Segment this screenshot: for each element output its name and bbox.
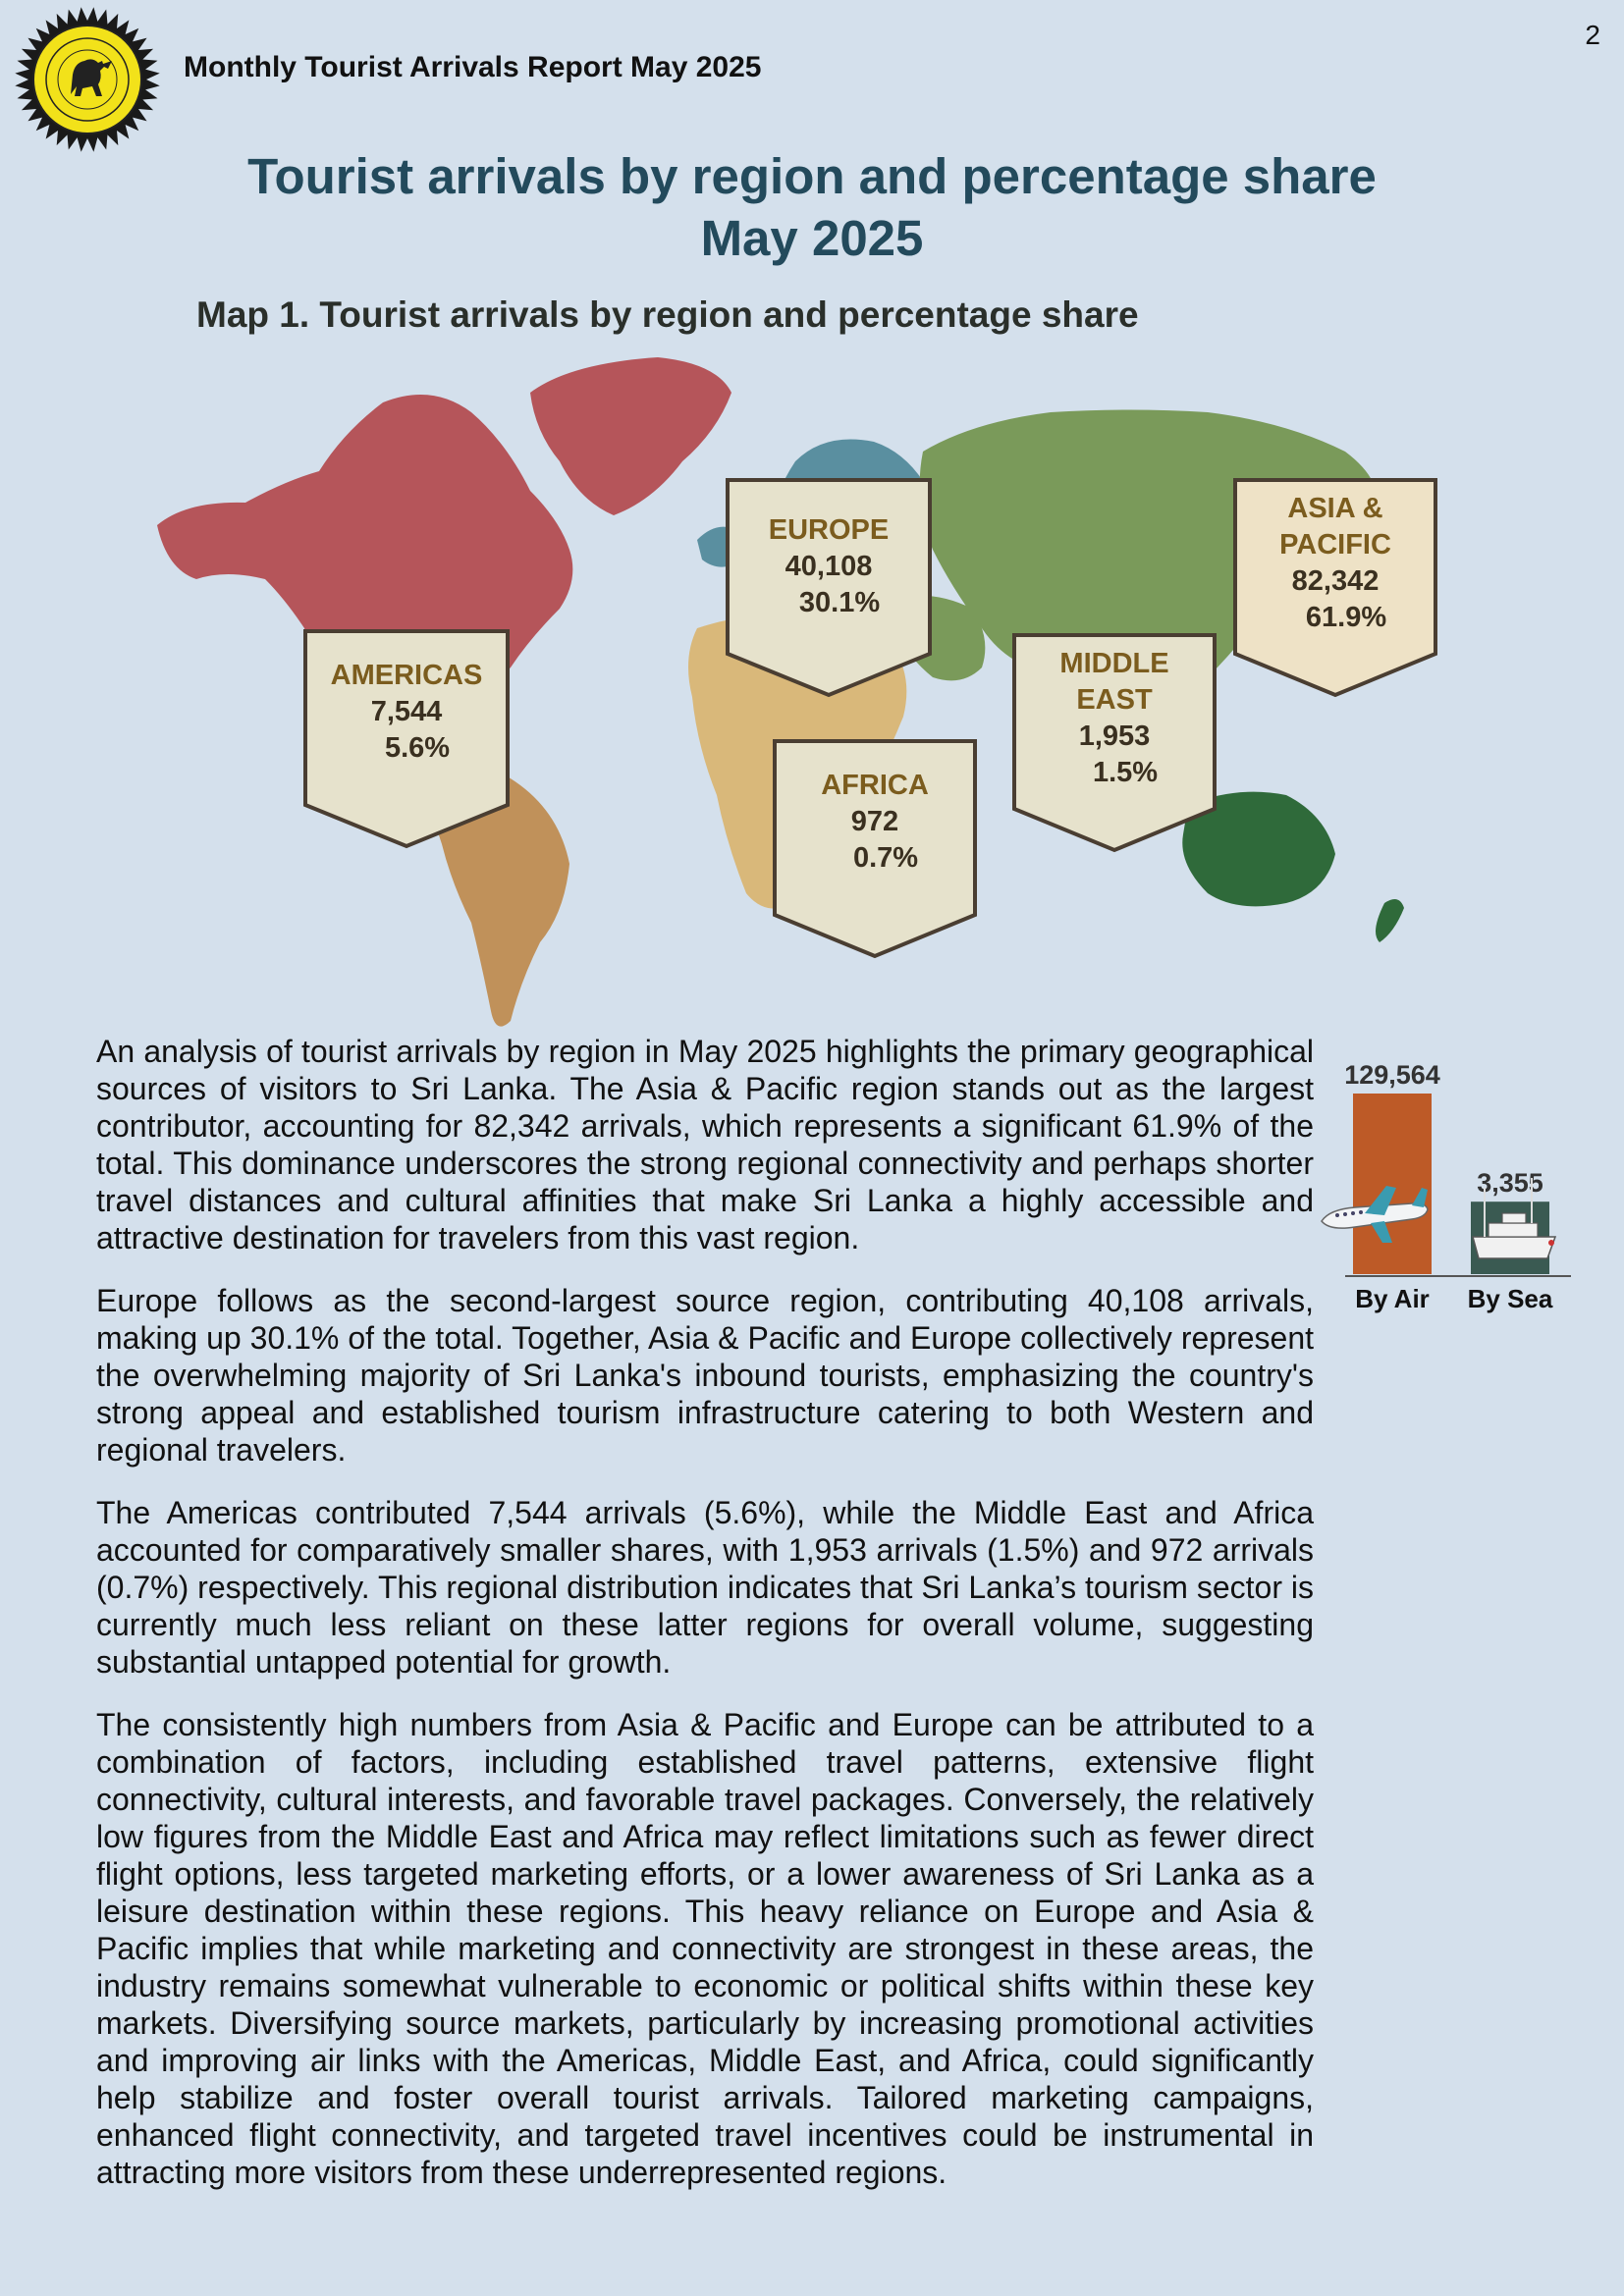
bar-value-label: 3,355 bbox=[1477, 1168, 1543, 1198]
region-label: AMERICAS 7,544 5.6% bbox=[302, 658, 511, 767]
analysis-text: An analysis of tourist arrivals by regio… bbox=[96, 1033, 1314, 2216]
page-title-line-1: Tourist arrivals by region and percentag… bbox=[247, 148, 1377, 204]
arrival-mode-chart: 129,564 By Air 3,355 By Sea bbox=[1321, 1060, 1571, 1313]
region-callout-africa: AFRICA 972 0.7% bbox=[772, 738, 978, 960]
paragraph-4: The consistently high numbers from Asia … bbox=[96, 1707, 1314, 2190]
region-arrivals: 972 bbox=[850, 806, 899, 837]
category-label: By Sea bbox=[1468, 1284, 1553, 1313]
region-callout-americas: AMERICAS 7,544 5.6% bbox=[302, 628, 511, 850]
region-name-line-2: PACIFIC bbox=[1279, 529, 1391, 561]
south-america-shape bbox=[434, 763, 569, 1027]
bar-by-air bbox=[1353, 1094, 1432, 1274]
airplane-icon bbox=[1321, 1186, 1429, 1243]
region-label: EUROPE 40,108 30.1% bbox=[725, 512, 933, 621]
bar-value-label: 129,564 bbox=[1344, 1060, 1440, 1090]
region-share: 5.6% bbox=[384, 732, 451, 764]
region-arrivals: 82,342 bbox=[1291, 565, 1380, 597]
region-arrivals: 1,953 bbox=[1078, 721, 1151, 752]
region-name: AMERICAS bbox=[330, 660, 483, 691]
paragraph-1: An analysis of tourist arrivals by regio… bbox=[96, 1034, 1314, 1255]
region-share: 61.9% bbox=[1305, 602, 1387, 633]
category-label: By Air bbox=[1355, 1284, 1430, 1313]
region-name-line-1: MIDDLE bbox=[1059, 648, 1169, 679]
region-name-line-1: ASIA & bbox=[1287, 493, 1383, 524]
region-share: 0.7% bbox=[852, 842, 919, 874]
tourism-emblem-logo bbox=[15, 7, 160, 152]
region-arrivals: 7,544 bbox=[370, 696, 443, 727]
region-share: 30.1% bbox=[798, 587, 881, 618]
map-title: Map 1. Tourist arrivals by region and pe… bbox=[196, 294, 1139, 335]
region-label: MIDDLE EAST 1,953 1.5% bbox=[1011, 646, 1218, 791]
greenland-shape bbox=[530, 357, 731, 515]
region-callout-middle-east: MIDDLE EAST 1,953 1.5% bbox=[1011, 632, 1218, 854]
callout-shape bbox=[1012, 633, 1217, 853]
page-number: 2 bbox=[1585, 20, 1600, 50]
page-title: Tourist arrivals by region and percentag… bbox=[0, 145, 1624, 269]
region-share: 1.5% bbox=[1092, 757, 1159, 788]
paragraph-2: Europe follows as the second-largest sou… bbox=[96, 1283, 1314, 1468]
region-name: AFRICA bbox=[821, 770, 929, 801]
ship-icon bbox=[1472, 1178, 1557, 1259]
paragraph-3: The Americas contributed 7,544 arrivals … bbox=[96, 1495, 1314, 1680]
callout-shape bbox=[773, 739, 977, 959]
region-callout-asia-pacific: ASIA & PACIFIC 82,342 61.9% bbox=[1232, 477, 1438, 699]
region-name: EUROPE bbox=[768, 514, 890, 546]
callout-shape bbox=[303, 629, 510, 849]
report-title: Monthly Tourist Arrivals Report May 2025 bbox=[184, 51, 762, 83]
new-zealand-shape bbox=[1376, 899, 1404, 942]
region-label: AFRICA 972 0.7% bbox=[772, 768, 978, 877]
callout-shape bbox=[1233, 478, 1437, 698]
callout-shape bbox=[726, 478, 932, 698]
region-arrivals: 40,108 bbox=[785, 551, 873, 582]
region-callout-europe: EUROPE 40,108 30.1% bbox=[725, 477, 933, 699]
region-name-line-2: EAST bbox=[1076, 684, 1153, 716]
australia-shape bbox=[1182, 791, 1335, 907]
region-label: ASIA & PACIFIC 82,342 61.9% bbox=[1232, 491, 1438, 636]
page-title-line-2: May 2025 bbox=[700, 210, 924, 266]
